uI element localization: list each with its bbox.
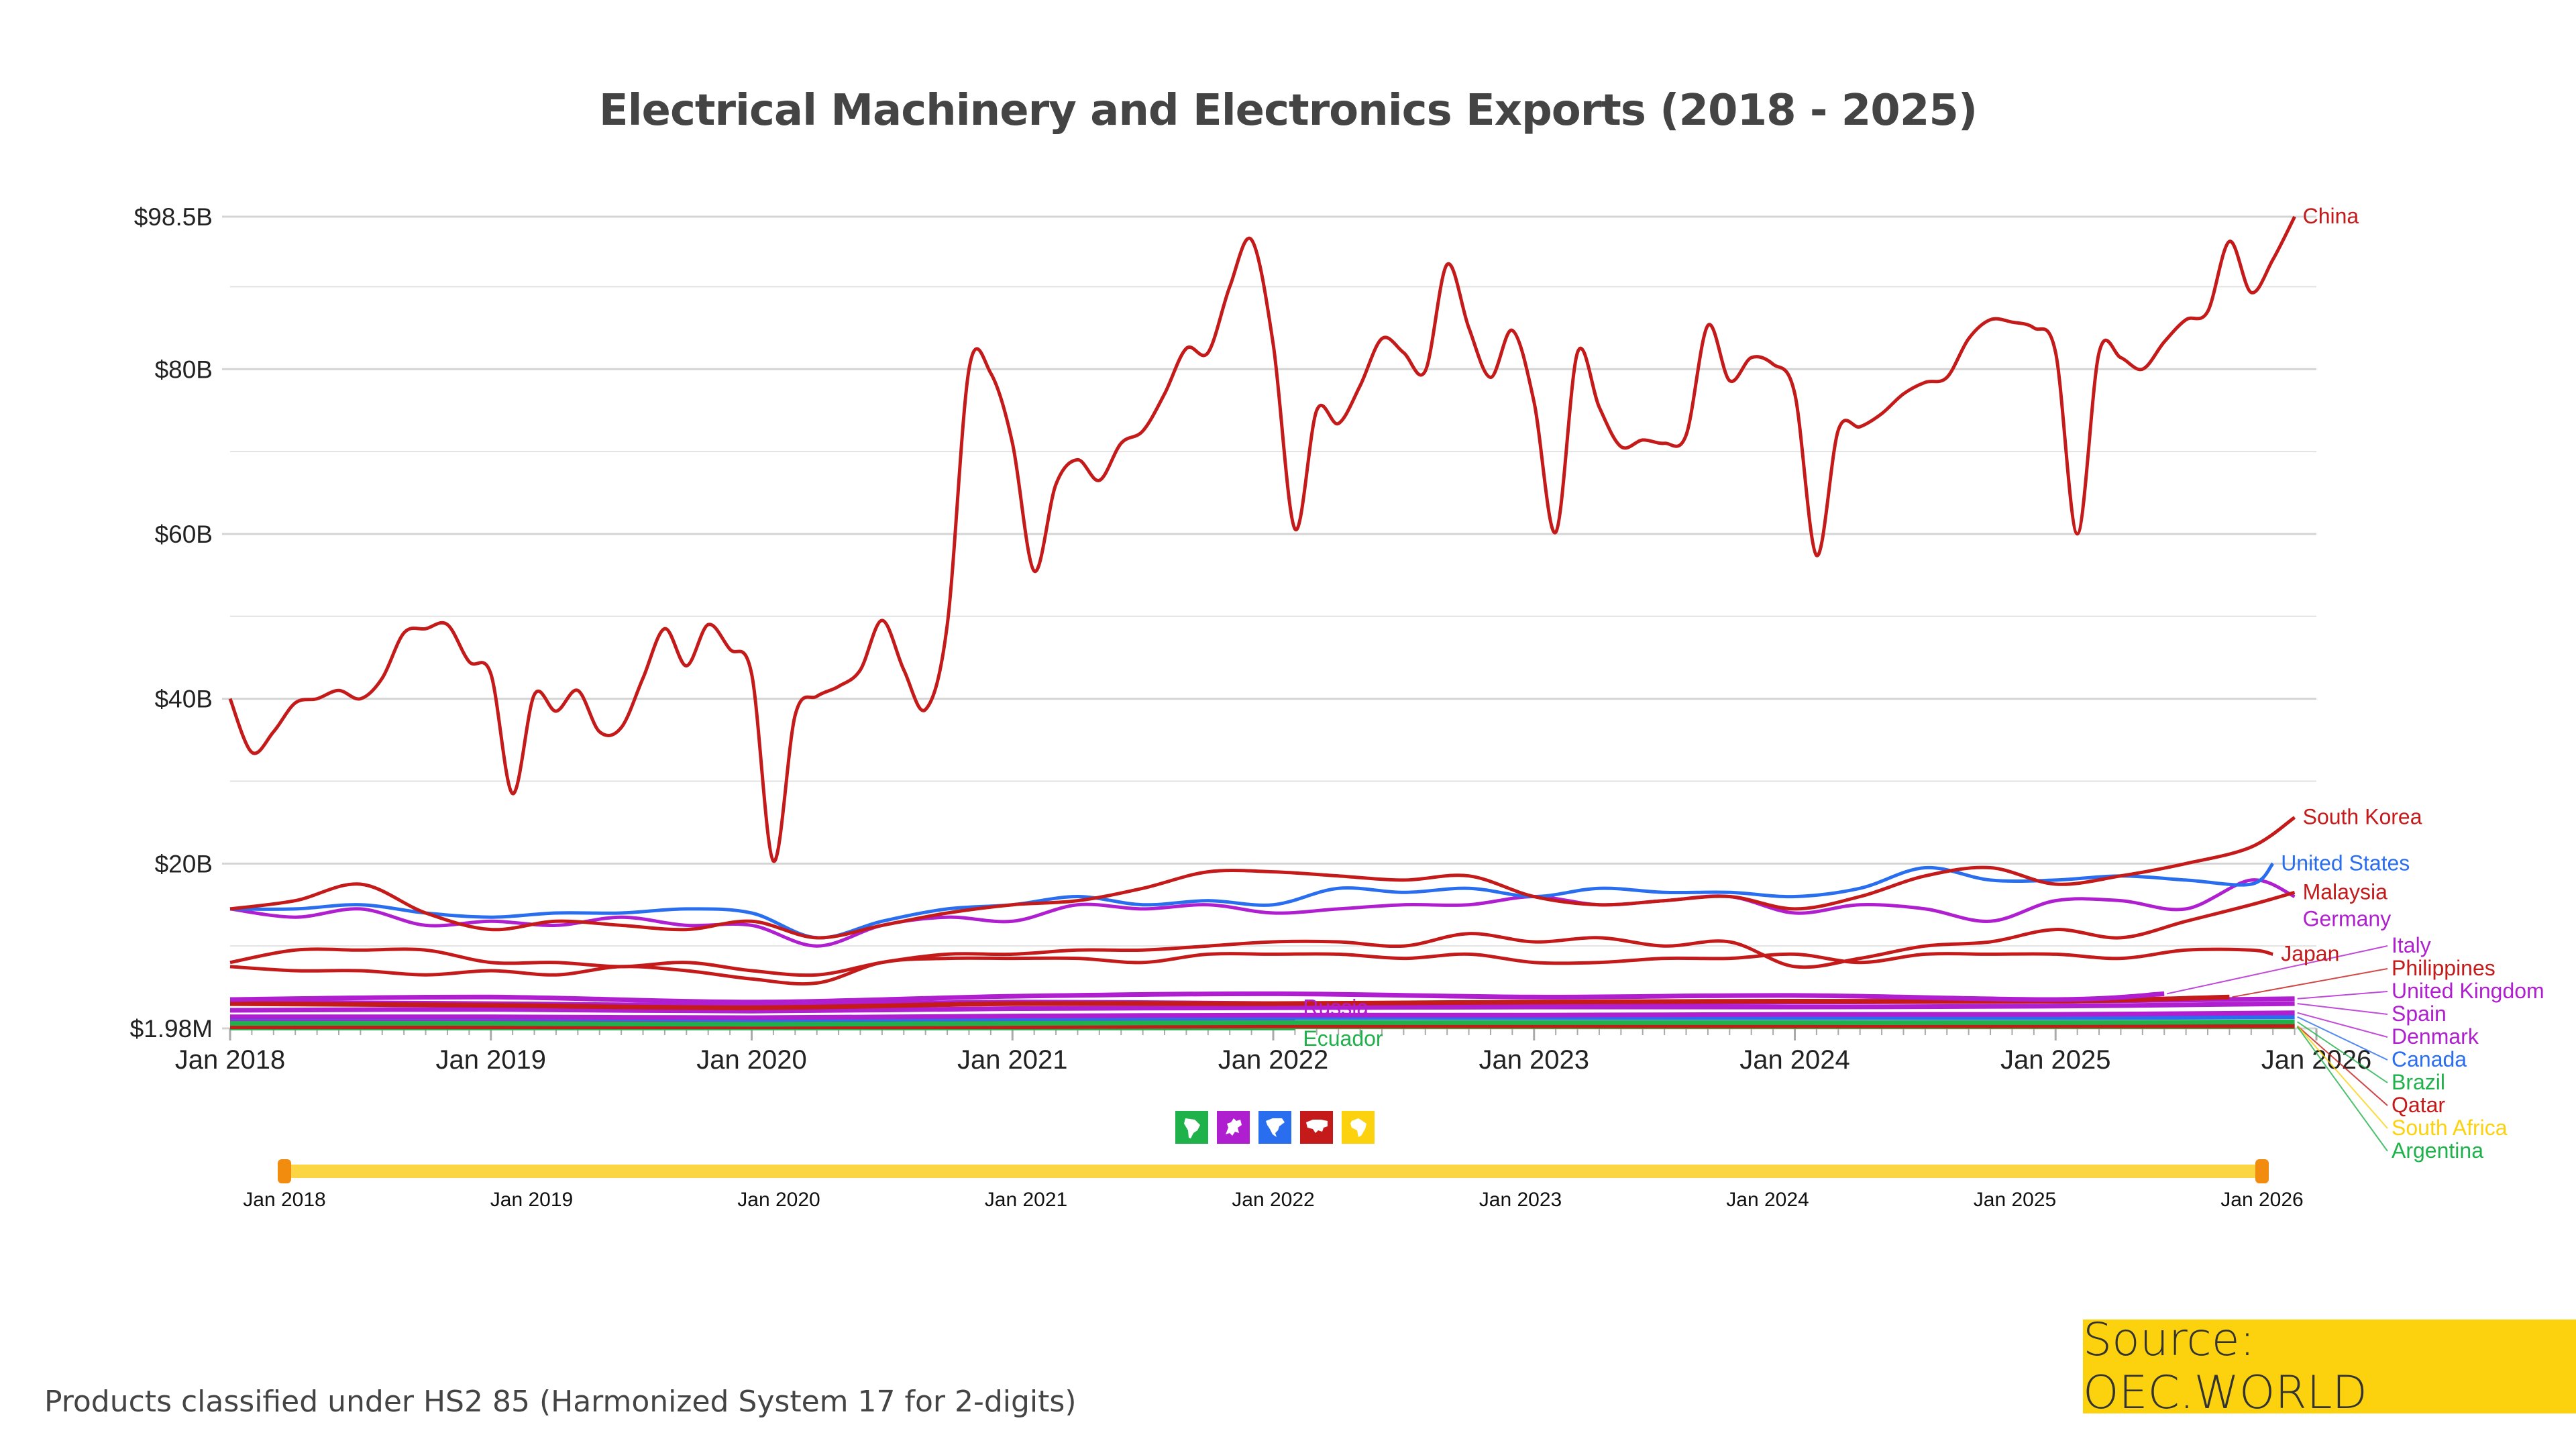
series-label: Russia [1303, 996, 1368, 1020]
y-tick-label: $20B [155, 850, 213, 877]
slider-label: Jan 2026 [2220, 1189, 2304, 1211]
north-america-icon [1265, 1118, 1285, 1137]
classification-note: Products classified under HS2 85 (Harmon… [44, 1385, 1077, 1419]
y-axis: $98.5B $80B $60B $40B $20B $1.98M [130, 203, 213, 1042]
series-line-japan [229, 947, 2273, 986]
x-tick-label: Jan 2018 [175, 1045, 286, 1075]
x-tick-label: Jan 2022 [1218, 1045, 1329, 1075]
series-label: Denmark [2392, 1024, 2479, 1049]
x-tick-label: Jan 2024 [1739, 1045, 1850, 1075]
x-tick-label: Jan 2020 [696, 1045, 807, 1075]
series-line-brazil [229, 1019, 2295, 1027]
y-tick-label: $40B [155, 686, 213, 713]
series-label: Malaysia [2303, 879, 2387, 904]
label-leader-line [2297, 1021, 2388, 1083]
series-label: Canada [2392, 1047, 2467, 1071]
series-label: Argentina [2392, 1138, 2483, 1163]
series-label: Ecuador [1303, 1026, 1383, 1051]
south-america-icon [1183, 1118, 1200, 1138]
continent-filter-bar [1175, 1111, 1375, 1144]
series-label: Italy [2392, 933, 2431, 957]
label-leader-line [2296, 1025, 2388, 1106]
series-label: Germany [2303, 906, 2392, 930]
series-label: United Kingdom [2392, 979, 2544, 1003]
slider-label: Jan 2019 [490, 1189, 574, 1211]
slider-label: Jan 2024 [1726, 1189, 1809, 1211]
label-leader-line [2297, 991, 2388, 1000]
x-tick-label: Jan 2019 [435, 1045, 546, 1075]
x-tick-label: Jan 2026 [2261, 1045, 2372, 1075]
series-line-italy [229, 991, 2165, 1005]
label-leader-line [2296, 1025, 2388, 1129]
slider-start-handle[interactable] [278, 1159, 291, 1183]
series-label: South Africa [2392, 1116, 2508, 1140]
series-labels: China South Korea United States MalaysiaGer… [1303, 204, 2544, 1163]
time-range-slider[interactable] [278, 1159, 2269, 1183]
line-chart: $98.5B$80B$60B$40B$20B$1.98M Jan 2018 Jan… [130, 203, 2544, 1163]
x-tick-label: Jan 2023 [1479, 1045, 1589, 1075]
continent-filter-south-america[interactable] [1175, 1111, 1208, 1144]
x-tick-label: Jan 2025 [2000, 1045, 2111, 1075]
series-line-united-states [229, 862, 2275, 940]
series-label: Spain [2392, 1002, 2447, 1026]
series-label: South Korea [2303, 805, 2422, 829]
continent-filter-africa[interactable] [1342, 1111, 1375, 1144]
series-label: Japan [2281, 941, 2339, 965]
series-line-germany [229, 878, 2296, 948]
label-leader-line [2297, 1003, 2388, 1015]
europe-icon [1225, 1118, 1242, 1136]
y-tick-label: $60B [155, 521, 213, 548]
label-leader-line [2297, 1016, 2388, 1061]
series-line-china [228, 215, 2296, 863]
series-lines [228, 215, 2296, 1030]
x-tick-label: Jan 2021 [957, 1045, 1068, 1075]
continent-filter-asia[interactable] [1300, 1111, 1333, 1144]
series-label: United States [2281, 851, 2410, 875]
slider-track[interactable] [284, 1165, 2262, 1178]
series-label: Qatar [2392, 1093, 2445, 1117]
slider-label: Jan 2020 [737, 1189, 820, 1211]
y-tick-label: $98.5B [134, 203, 213, 231]
series-line-south-korea [229, 816, 2296, 940]
slider-end-handle[interactable] [2255, 1159, 2269, 1183]
slider-label: Jan 2018 [243, 1189, 326, 1211]
series-line-malaysia [229, 890, 2296, 977]
series-label: China [2303, 204, 2359, 228]
source-text: Source: OEC.WORLD [2083, 1313, 2367, 1419]
label-leader-lines [2166, 945, 2388, 1152]
source-badge: Source: OEC.WORLD [2083, 1313, 2576, 1419]
slider-label: Jan 2023 [1479, 1189, 1562, 1211]
label-leader-line [2297, 1012, 2388, 1038]
label-leader-line [2232, 968, 2388, 998]
series-line-denmark [229, 1010, 2295, 1020]
label-leader-line [2166, 945, 2388, 995]
continent-filter-europe[interactable] [1217, 1111, 1250, 1144]
series-label: Brazil [2392, 1070, 2445, 1094]
label-leader-line [2296, 1026, 2388, 1152]
y-tick-label: $1.98M [130, 1015, 213, 1042]
slider-label: Jan 2022 [1232, 1189, 1315, 1211]
x-axis: Jan 2018 Jan 2019 Jan 2020 Jan 2021 Jan 2022… [175, 1028, 2372, 1075]
slider-label: Jan 2021 [984, 1189, 1068, 1211]
chart-title: Electrical Machinery and Electronics Exp… [598, 86, 1978, 136]
slider-label: Jan 2025 [1973, 1189, 2057, 1211]
asia-icon [1305, 1119, 1328, 1133]
series-line-philippines [229, 994, 2230, 1010]
y-tick-label: $80B [155, 356, 213, 383]
continent-filter-north-america[interactable] [1258, 1111, 1291, 1144]
africa-icon [1350, 1118, 1366, 1137]
series-line-spain [229, 1001, 2295, 1014]
series-label: Philippines [2392, 956, 2496, 980]
